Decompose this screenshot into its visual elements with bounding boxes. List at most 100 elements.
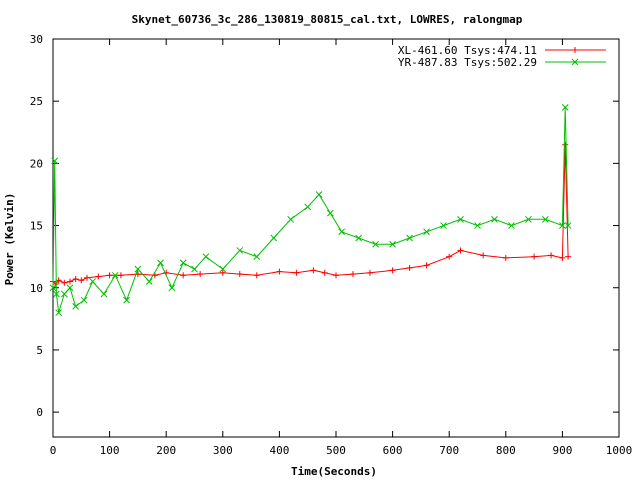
- series-1-point: [389, 267, 396, 274]
- series-2-point: [389, 240, 396, 248]
- x-tick-label: 200: [156, 444, 176, 457]
- series-2-point: [157, 259, 164, 267]
- x-tick-label: 500: [326, 444, 346, 457]
- series-2-point: [219, 265, 227, 273]
- y-tick-label: 20: [30, 157, 43, 170]
- x-tick-label: 900: [552, 444, 572, 457]
- series-1-line: [52, 144, 569, 285]
- series-2-point: [315, 191, 323, 198]
- series-2-point: [89, 278, 96, 285]
- series-1-point: [502, 254, 509, 261]
- axis-ticks: 0 100 200 300 400 500 600 700 800 900 1000 0 5 10 15 20…: [30, 33, 633, 457]
- series-2-point: [474, 222, 481, 229]
- series-1-point: [531, 253, 538, 260]
- series-2-point: [191, 265, 198, 273]
- x-tick-label: 600: [383, 444, 403, 457]
- x-tick-label: 1000: [606, 444, 633, 457]
- series-2-point: [49, 284, 57, 292]
- series-2-point: [179, 259, 187, 267]
- chart-title: Skynet_60736_3c_286_130819_80815_cal.txt…: [132, 13, 523, 26]
- series-2-legend-marker: [571, 58, 579, 66]
- series-2-point: [53, 290, 60, 298]
- y-tick-label: 30: [30, 33, 43, 46]
- series-2-point: [168, 284, 176, 292]
- x-tick-label: 100: [100, 444, 120, 457]
- series-2-point: [236, 247, 244, 254]
- series-layer: [49, 104, 572, 316]
- series-2-point: [287, 215, 295, 223]
- series-1-point: [106, 272, 113, 279]
- series-2-point: [355, 234, 362, 242]
- series-1-point: [366, 269, 373, 276]
- series-1: [50, 141, 572, 288]
- y-tick-label: 5: [36, 344, 43, 357]
- series-1-point: [321, 269, 328, 276]
- series-1-point: [333, 272, 339, 279]
- series-2-point: [564, 222, 572, 229]
- series-1-point: [72, 276, 79, 283]
- series-1-point: [559, 254, 566, 261]
- series-2-point: [270, 234, 278, 242]
- x-tick-label: 700: [439, 444, 459, 457]
- series-2-point: [66, 284, 74, 292]
- y-tick-label: 15: [30, 220, 43, 233]
- series-2-point: [457, 215, 464, 223]
- series-1-point: [236, 271, 243, 278]
- series-2-point: [491, 215, 498, 223]
- series-2: [49, 104, 572, 316]
- series-2-point: [326, 209, 334, 217]
- series-1-point: [180, 272, 187, 279]
- series-2-point: [559, 222, 566, 229]
- series-2-point: [561, 104, 569, 111]
- series-1-point: [117, 272, 124, 279]
- series-1-point: [276, 268, 283, 275]
- y-tick-label: 0: [36, 406, 43, 419]
- series-2-point: [80, 296, 88, 304]
- x-tick-label: 800: [496, 444, 516, 457]
- series-1-point: [548, 252, 555, 259]
- series-1-point: [66, 278, 73, 285]
- series-2-legend-label: YR-487.83 Tsys:502.29: [398, 56, 537, 69]
- series-1-point: [78, 277, 85, 284]
- series-1-point: [562, 141, 569, 148]
- series-1-point: [406, 264, 413, 271]
- series-2-point: [508, 222, 515, 229]
- x-axis-label: Time(Seconds): [291, 465, 377, 478]
- series-2-point: [372, 240, 379, 248]
- series-1-point: [480, 252, 487, 259]
- series-1-point: [219, 269, 226, 276]
- series-2-point: [72, 303, 79, 310]
- series-1-point: [446, 253, 453, 260]
- series-1-point: [349, 271, 356, 278]
- series-2-point: [542, 215, 549, 223]
- series-2-point: [253, 253, 261, 261]
- x-tick-label: 300: [213, 444, 233, 457]
- y-tick-label: 25: [30, 95, 43, 108]
- plot-frame: [52, 38, 620, 438]
- series-2-point: [423, 228, 430, 236]
- y-axis-label: Power (Kelvin): [3, 193, 16, 286]
- series-2-point: [338, 228, 346, 236]
- series-2-point: [100, 290, 108, 298]
- y-tick-label: 10: [30, 282, 43, 295]
- series-1-point: [423, 262, 430, 269]
- series-1-point: [61, 279, 68, 286]
- x-tick-label: 400: [269, 444, 289, 457]
- series-2-point: [202, 253, 210, 261]
- series-2-point: [134, 265, 142, 273]
- series-2-point: [145, 278, 153, 285]
- series-1-point: [457, 247, 464, 254]
- series-1-point: [253, 272, 260, 279]
- series-1-point: [197, 271, 204, 278]
- series-1-point: [565, 253, 572, 260]
- series-2-point: [123, 296, 130, 304]
- series-1-point: [95, 273, 102, 280]
- series-1-legend-marker: [572, 47, 578, 53]
- series-2-point: [111, 271, 119, 279]
- series-1-point: [310, 267, 317, 274]
- series-2-point: [55, 309, 63, 316]
- series-2-point: [60, 290, 68, 298]
- series-2-point: [304, 203, 312, 211]
- series-2-point: [525, 215, 532, 223]
